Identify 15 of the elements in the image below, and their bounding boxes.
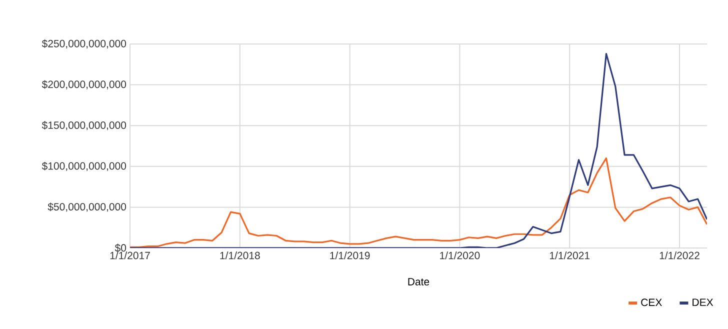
x-tick-label: 1/1/2020	[440, 252, 480, 260]
y-tick-label: $100,000,000,000	[42, 162, 126, 171]
x-tick-label: 1/1/2022	[660, 252, 700, 260]
x-tick-label: 1/1/2021	[550, 252, 590, 260]
x-axis-title: Date	[408, 278, 430, 286]
x-tick-label: 1/1/2018	[220, 252, 260, 260]
legend-label: DEX	[692, 298, 714, 306]
legend-label: CEX	[641, 298, 662, 306]
y-tick-label: $0	[114, 244, 126, 252]
y-tick-label: $200,000,000,000	[42, 80, 126, 90]
x-tick-label: 1/1/2017	[110, 252, 150, 260]
y-tick-label: $250,000,000,000	[42, 39, 126, 49]
y-tick-label: $50,000,000,000	[48, 202, 126, 212]
y-tick-label: $150,000,000,000	[42, 121, 126, 130]
x-tick-label: 1/1/2019	[330, 252, 370, 260]
